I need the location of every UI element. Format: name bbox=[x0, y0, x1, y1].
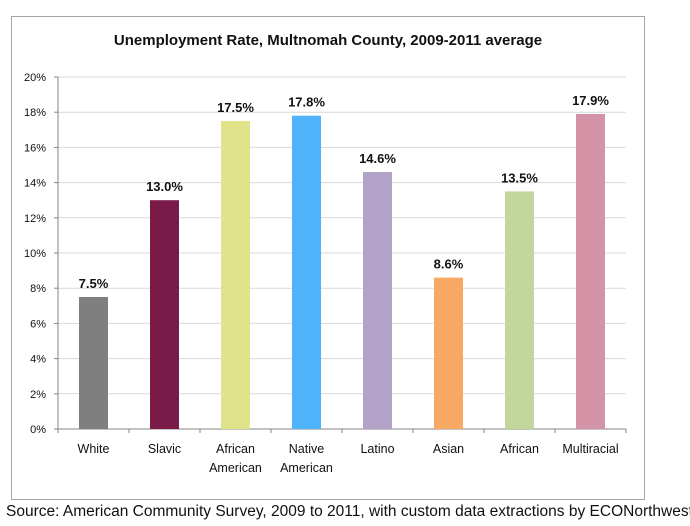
x-tick-label: Asian bbox=[433, 442, 464, 456]
bar-latino bbox=[363, 172, 392, 430]
x-tick-label: Native bbox=[289, 442, 324, 456]
y-tick-label: 18% bbox=[24, 107, 46, 119]
x-tick-label: Multiracial bbox=[562, 442, 618, 456]
bar-slavic bbox=[150, 200, 179, 429]
x-tick-label: American bbox=[209, 461, 262, 475]
x-tick-label: White bbox=[78, 442, 110, 456]
y-tick-label: 14% bbox=[24, 178, 46, 190]
bar-asian bbox=[434, 277, 463, 429]
bar-native-american bbox=[292, 115, 321, 429]
source-note: Source: American Community Survey, 2009 … bbox=[6, 503, 690, 520]
data-label: 13.0% bbox=[146, 179, 183, 194]
y-tick-label: 8% bbox=[30, 283, 46, 295]
y-tick-label: 2% bbox=[30, 389, 46, 401]
data-label: 17.5% bbox=[217, 100, 254, 115]
y-tick-label: 12% bbox=[24, 213, 46, 225]
y-tick-label: 4% bbox=[30, 354, 46, 366]
data-label: 8.6% bbox=[434, 257, 464, 272]
x-tick-label: Latino bbox=[360, 442, 394, 456]
y-tick-label: 10% bbox=[24, 248, 46, 260]
data-label: 7.5% bbox=[79, 276, 109, 291]
bar-african bbox=[505, 191, 534, 429]
data-label: 13.5% bbox=[501, 170, 538, 185]
x-tick-label: African bbox=[500, 442, 539, 456]
bar-multiracial bbox=[576, 113, 605, 430]
y-tick-label: 6% bbox=[30, 318, 46, 330]
y-tick-label: 0% bbox=[30, 424, 46, 436]
data-label: 17.9% bbox=[572, 93, 609, 108]
chart-title: Unemployment Rate, Multnomah County, 200… bbox=[113, 32, 543, 49]
y-tick-label: 16% bbox=[24, 142, 46, 154]
data-label: 14.6% bbox=[359, 151, 396, 166]
x-tick-label: American bbox=[280, 461, 333, 475]
x-tick-label: African bbox=[216, 442, 255, 456]
bar-white bbox=[79, 297, 108, 429]
bar-african-american bbox=[221, 121, 250, 429]
data-label: 17.8% bbox=[288, 95, 325, 110]
x-tick-label: Slavic bbox=[148, 442, 181, 456]
chart-frame bbox=[11, 16, 645, 500]
y-tick-label: 20% bbox=[24, 72, 46, 84]
